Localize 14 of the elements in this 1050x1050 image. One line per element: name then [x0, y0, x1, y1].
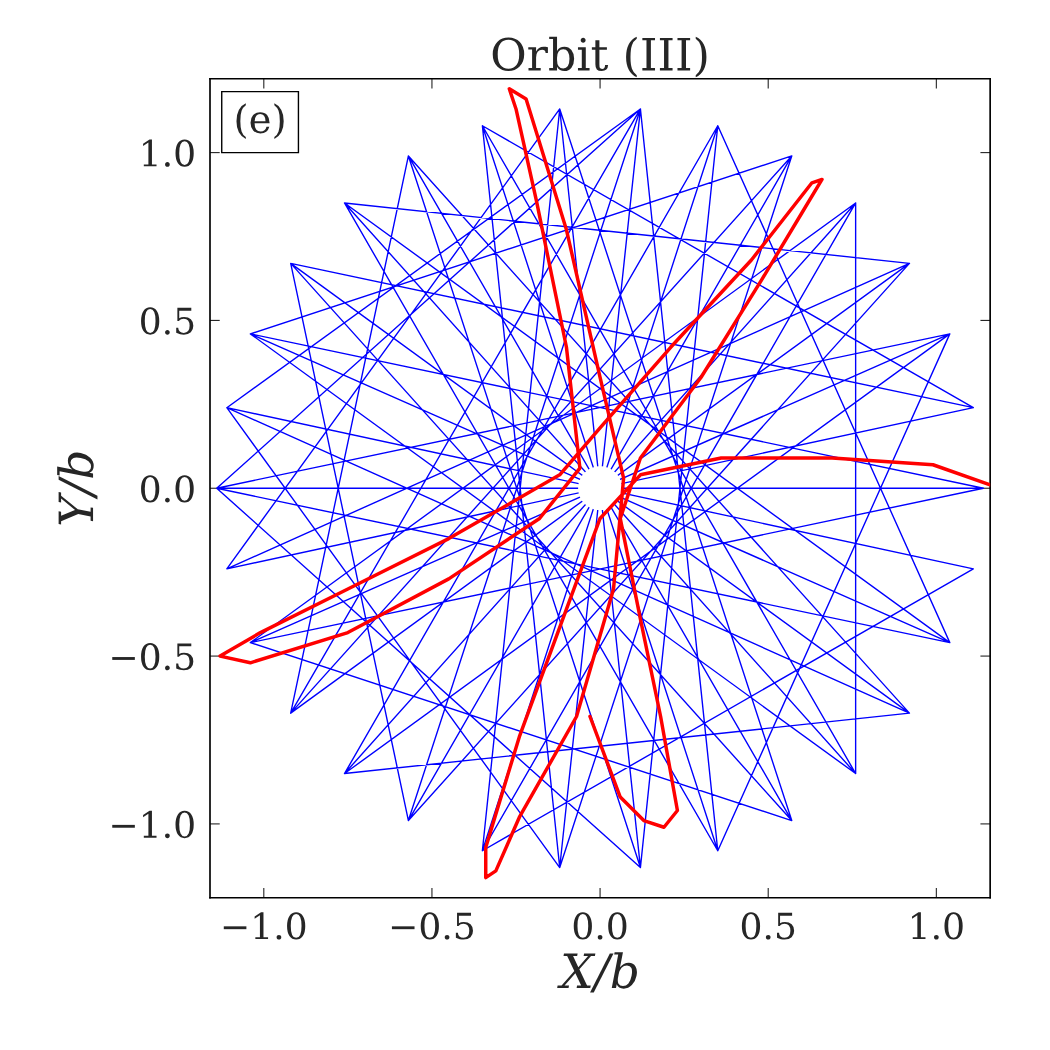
x-tick-label: 0.0: [573, 912, 627, 940]
y-tick-label: 0.5: [141, 307, 194, 335]
x-tick-label: 1.0: [912, 912, 963, 940]
x-axis-title: X/b: [557, 952, 637, 993]
annotation: (e): [236, 103, 284, 139]
chart-title: Orbit (III): [492, 36, 707, 78]
y-tick-label: 0.0: [141, 475, 194, 503]
y-tick-label: −1.0: [112, 810, 194, 839]
x-tick-label: −1.0: [223, 912, 306, 940]
y-axis-title: Y/b: [57, 452, 98, 525]
x-tick-label: −0.5: [391, 912, 473, 940]
y-tick-label: 1.0: [143, 139, 194, 167]
y-tick-label: −0.5: [112, 643, 194, 671]
x-tick-label: 0.5: [741, 912, 795, 940]
